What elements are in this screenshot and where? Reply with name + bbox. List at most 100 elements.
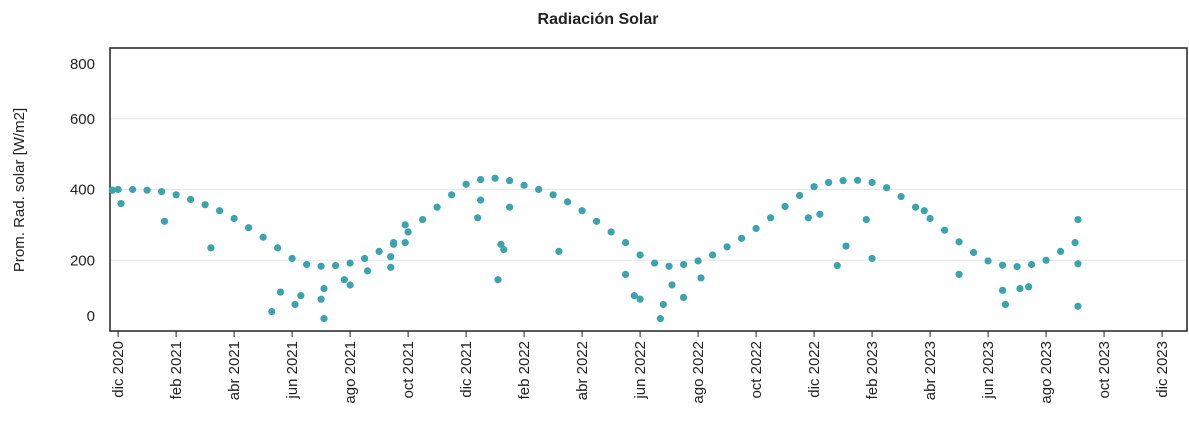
data-point [659,300,667,309]
marks [108,174,1082,323]
y-tick-label: 600 [70,111,95,128]
data-point [1071,238,1079,247]
data-point [276,288,285,296]
x-tick-label: dic 2020 [110,341,127,398]
x-tick-label: dic 2021 [458,341,475,398]
data-point [607,228,615,236]
x-tick-label: jun 2021 [284,341,301,400]
data-point [160,217,169,225]
x-tick-label: dic 2023 [1154,341,1171,398]
data-point [955,270,963,278]
data-point [697,274,705,282]
data-point [804,214,812,222]
x-tick-label: jun 2023 [980,341,997,400]
y-axis-label: Prom. Rad. solar [W/m2] [11,108,28,272]
data-point [816,210,824,218]
data-point [679,260,688,269]
data-point [708,251,717,259]
data-point [245,224,253,232]
data-point [636,251,644,259]
data-point [476,196,485,204]
x-tick-label: abr 2022 [574,341,591,400]
data-point [766,214,775,222]
data-point [320,284,328,293]
data-point [505,177,514,185]
data-point [117,200,125,208]
y-tick-label: 800 [70,56,95,73]
data-point [448,191,456,199]
data-point [187,195,195,204]
data-point [665,262,673,270]
data-point [207,244,215,252]
data-point [268,307,276,316]
x-tick-label: abr 2021 [226,341,243,400]
chart-title: Radiación Solar [538,11,659,28]
data-point [404,228,412,236]
data-point [563,198,572,206]
data-point [387,263,395,271]
data-point [1074,215,1082,224]
data-point [1056,247,1065,256]
data-point [497,240,505,248]
data-point [882,184,891,192]
data-point [363,267,372,275]
data-point [297,292,305,300]
data-point [320,315,328,323]
data-point [549,191,557,199]
data-point [862,215,870,224]
data-point [291,300,299,309]
data-point [984,257,992,265]
data-point [474,214,482,222]
data-point [462,180,470,188]
data-point [636,295,644,303]
data-point [694,257,702,265]
data-point [158,188,166,196]
data-point [650,259,659,267]
data-point [230,214,238,223]
x-tick-label: ago 2021 [342,341,359,404]
data-point [491,174,499,182]
data-point [259,233,267,241]
data-point [842,242,850,250]
data-point [317,262,325,270]
data-point [108,186,116,194]
data-point [795,191,804,200]
x-tick-label: dic 2022 [806,341,823,398]
data-point [1025,283,1033,291]
data-point [1027,260,1036,269]
data-point [737,234,746,242]
data-point [274,244,282,252]
data-point [216,207,224,215]
data-point [332,261,340,270]
data-point [853,176,862,184]
data-point [1042,256,1050,264]
data-point [668,281,676,289]
y-tick-label: 200 [70,252,95,269]
data-point [630,292,638,300]
x-tick-label: ago 2022 [690,341,707,404]
data-point [810,183,818,191]
x-tick-label: ago 2023 [1038,341,1055,404]
data-point [679,293,688,301]
data-point [433,203,441,211]
data-point [1016,284,1024,293]
data-point [868,178,876,187]
data-point [621,238,630,247]
data-point [387,253,395,261]
data-point [955,238,963,246]
data-point [920,207,928,215]
data-point [781,202,789,211]
data-point [1074,260,1082,268]
x-tick-label: feb 2023 [864,341,881,399]
data-point [505,203,514,211]
data-point [520,181,528,189]
data-point [346,281,354,289]
data-point [375,247,383,256]
data-point [555,247,563,256]
x-tick-label: jun 2022 [632,341,649,400]
data-point [401,238,409,247]
data-point [911,203,920,211]
x-tick-label: feb 2022 [516,341,533,399]
data-point [1013,263,1021,271]
